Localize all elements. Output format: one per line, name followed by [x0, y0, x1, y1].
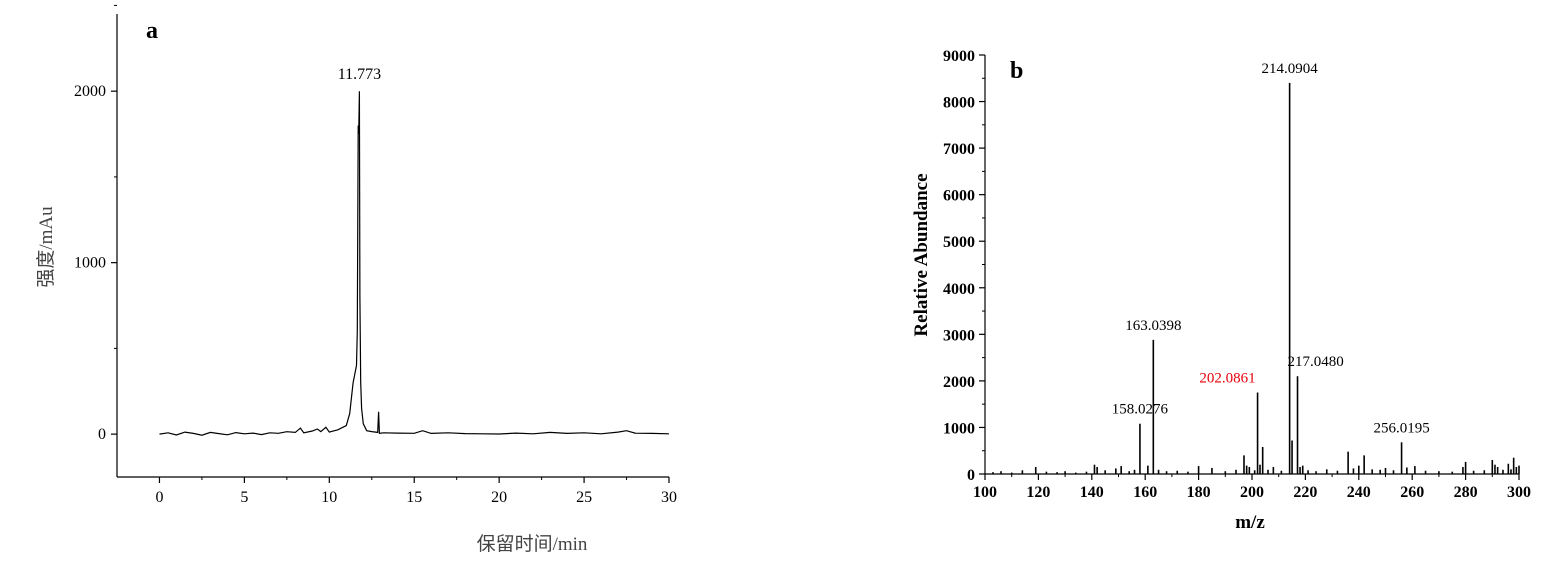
panel-a-y-tick-label: 2000	[74, 83, 106, 100]
panel-b-x-tick-label: 220	[1293, 484, 1317, 501]
panel-b-mass-spectrum: 100 120 140 160 180 200 220 240 260 280 300 0 1000 2…	[911, 48, 1531, 533]
panel-b-y-tick-label: 6000	[943, 188, 975, 205]
panel-b-label: b	[1010, 58, 1023, 84]
panel-b-y-tick-labels: 0 1000 2000 3000 4000 5000 6000 7000 8000 9000	[943, 48, 975, 484]
panel-b-y-tick-label: 3000	[943, 327, 975, 344]
panel-a-y-tick-label: 1000	[74, 255, 106, 272]
panel-b-y-tick-label: 5000	[943, 234, 975, 251]
panel-a-chromatogram: 0 5 10 15 20 25 30 0 1000 2000 a 11.773 保留时间/min…	[35, 4, 677, 555]
panel-b-y-axis-label: Relative Abundance	[911, 173, 932, 336]
panel-b-x-axis-label: m/z	[1235, 512, 1265, 533]
panel-b-x-tick-label: 140	[1080, 484, 1104, 501]
peak-label: 202.0861	[1199, 371, 1255, 387]
panel-b-x-tick-label: 100	[973, 484, 997, 501]
peak-label: 256.0195	[1373, 420, 1429, 436]
panel-a-x-tick-label: 10	[321, 489, 337, 506]
panel-a-axes	[111, 4, 670, 483]
panel-a-y-tick-labels: 0 1000 2000	[74, 83, 106, 443]
panel-b-x-tick-label: 280	[1454, 484, 1478, 501]
panel-a-x-tick-label: 25	[576, 489, 592, 506]
panel-b-x-tick-labels: 100 120 140 160 180 200 220 240 260 280 300	[973, 484, 1531, 501]
panel-a-x-tick-labels: 0 5 10 15 20 25 30	[155, 489, 677, 506]
peak-label: 163.0398	[1125, 318, 1181, 334]
panel-a-x-tick-label: 5	[240, 489, 248, 506]
panel-a-x-tick-label: 30	[661, 489, 677, 506]
panel-b-y-tick-label: 0	[967, 467, 975, 484]
peak-labels: 214.0904 163.0398 217.0480 202.0861 158.0276…	[1112, 61, 1430, 436]
panel-b-x-tick-label: 120	[1026, 484, 1050, 501]
peak-label: 217.0480	[1288, 354, 1344, 370]
panel-a-x-tick-label: 20	[491, 489, 507, 506]
panel-b-y-tick-label: 1000	[943, 420, 975, 437]
panel-a-y-tick-label: 0	[98, 426, 106, 443]
panel-a-x-axis-label: 保留时间/min	[477, 533, 588, 555]
panel-a-label: a	[146, 18, 158, 44]
panel-b-x-tick-label: 160	[1133, 484, 1157, 501]
peak-label: 158.0276	[1112, 402, 1169, 418]
panel-b-y-tick-label: 9000	[943, 48, 975, 65]
panel-b-x-tick-label: 260	[1400, 484, 1424, 501]
panel-b-x-tick-label: 200	[1240, 484, 1264, 501]
panel-b-x-tick-label: 180	[1187, 484, 1211, 501]
panel-b-y-tick-label: 8000	[943, 95, 975, 112]
panel-a-x-tick-label: 0	[155, 489, 163, 506]
panel-b-y-tick-label: 4000	[943, 281, 975, 298]
spectrum-peaks	[992, 82, 1520, 474]
panel-b-y-tick-label: 7000	[943, 141, 975, 158]
panel-b-axes	[979, 54, 1520, 480]
panel-a-y-axis-label: 强度/mAu	[35, 206, 57, 288]
chromatogram-trace	[159, 91, 670, 436]
panel-b-x-tick-label: 240	[1347, 484, 1371, 501]
panel-a-x-tick-label: 15	[406, 489, 422, 506]
peak-annotation-label: 11.773	[338, 66, 381, 83]
peak-label: 214.0904	[1261, 61, 1318, 77]
panel-b-y-tick-label: 2000	[943, 374, 975, 391]
panel-b-x-tick-label: 300	[1507, 484, 1531, 501]
